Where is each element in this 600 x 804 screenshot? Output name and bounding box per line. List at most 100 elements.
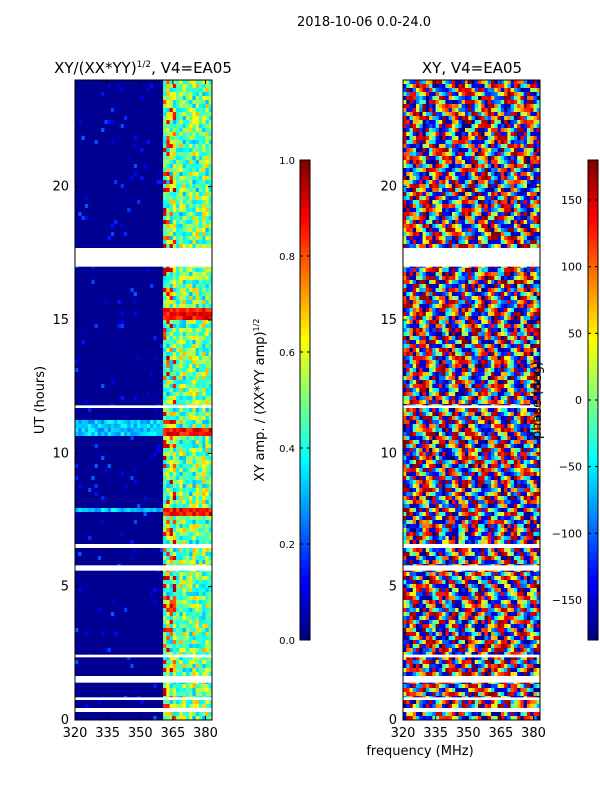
heatmap-cell xyxy=(208,292,213,297)
heatmap-cell xyxy=(78,292,82,297)
heatmap-cell xyxy=(179,440,184,445)
heatmap-cell xyxy=(146,116,151,121)
heatmap-cell xyxy=(146,276,151,281)
heatmap-cell xyxy=(146,440,151,445)
heatmap-cell xyxy=(123,224,128,229)
heatmap-cell xyxy=(195,96,200,101)
heatmap-cell xyxy=(114,268,118,273)
heatmap-cell xyxy=(163,420,167,425)
heatmap-cell xyxy=(130,300,135,305)
heatmap-cell xyxy=(169,112,174,117)
heatmap-cell xyxy=(101,320,105,325)
heatmap-cell xyxy=(88,328,92,333)
heatmap-cell xyxy=(159,112,164,117)
heatmap-cell xyxy=(192,324,197,329)
heatmap-cell xyxy=(179,432,184,437)
heatmap-cell xyxy=(153,364,157,369)
heatmap-cell xyxy=(88,164,92,169)
heatmap-cell xyxy=(192,152,197,157)
heatmap-cell xyxy=(156,104,161,109)
heatmap-cell xyxy=(205,180,210,185)
heatmap-cell xyxy=(120,308,125,313)
heatmap-cell xyxy=(146,452,151,457)
heatmap-cell xyxy=(91,388,95,393)
heatmap-cell xyxy=(185,416,190,421)
heatmap-cell xyxy=(104,136,109,141)
heatmap-cell xyxy=(110,512,115,517)
heatmap-cell xyxy=(176,236,180,241)
heatmap-cell xyxy=(81,432,86,437)
heatmap-cell xyxy=(159,328,164,333)
heatmap-cell xyxy=(166,428,170,433)
heatmap-cell xyxy=(136,224,141,229)
heatmap-cell xyxy=(172,460,177,465)
heatmap-cell xyxy=(75,540,79,545)
heatmap-cell xyxy=(91,296,95,301)
heatmap-cell xyxy=(88,528,92,533)
heatmap-cell xyxy=(140,152,144,157)
heatmap-cell xyxy=(163,436,167,441)
heatmap-cell xyxy=(189,388,193,393)
heatmap-cell xyxy=(208,536,213,541)
heatmap-cell xyxy=(153,316,157,321)
heatmap-cell xyxy=(198,152,203,157)
heatmap-cell xyxy=(88,152,92,157)
heatmap-cell xyxy=(205,436,210,441)
heatmap-cell xyxy=(117,336,122,341)
figure-suptitle: 2018-10-06 0.0-24.0 xyxy=(297,15,431,30)
heatmap-cell xyxy=(120,164,125,169)
heatmap-cell xyxy=(120,348,125,353)
heatmap-cell xyxy=(166,280,170,285)
heatmap-cell xyxy=(172,388,177,393)
heatmap-cell xyxy=(192,492,197,497)
heatmap-cell xyxy=(133,516,138,521)
heatmap-cell xyxy=(117,296,122,301)
heatmap-cell xyxy=(110,104,115,109)
heatmap-cell xyxy=(146,312,151,317)
heatmap-cell xyxy=(117,364,122,369)
heatmap-cell xyxy=(179,436,184,441)
heatmap-cell xyxy=(143,492,148,497)
heatmap-cell xyxy=(169,348,174,353)
heatmap-cell xyxy=(117,524,122,529)
heatmap-cell xyxy=(140,492,144,497)
heatmap-cell xyxy=(123,212,128,217)
heatmap-cell xyxy=(94,180,99,185)
heatmap-cell xyxy=(150,516,154,521)
heatmap-cell xyxy=(166,472,170,477)
heatmap-cell xyxy=(127,388,131,393)
heatmap-cell xyxy=(88,336,92,341)
heatmap-cell xyxy=(169,468,174,473)
heatmap-cell xyxy=(182,228,187,233)
heatmap-cell xyxy=(75,504,79,509)
heatmap-cell xyxy=(133,284,138,289)
heatmap-cell xyxy=(172,392,177,397)
heatmap-cell xyxy=(179,168,184,173)
heatmap-cell xyxy=(133,296,138,301)
heatmap-cell xyxy=(78,348,82,353)
heatmap-cell xyxy=(75,428,79,433)
heatmap-cell xyxy=(101,192,105,197)
heatmap-cell xyxy=(110,240,115,245)
heatmap-cell xyxy=(172,80,177,85)
heatmap-cell xyxy=(107,240,112,245)
heatmap-cell xyxy=(179,528,184,533)
heatmap-cell xyxy=(156,220,161,225)
heatmap-cell xyxy=(91,92,95,97)
heatmap-cell xyxy=(133,168,138,173)
heatmap-cell xyxy=(136,492,141,497)
heatmap-cell xyxy=(185,292,190,297)
heatmap-cell xyxy=(166,180,170,185)
heatmap-cell xyxy=(114,408,118,413)
heatmap-cell xyxy=(101,408,105,413)
heatmap-cell xyxy=(107,300,112,305)
heatmap-cell xyxy=(107,400,112,405)
heatmap-cell xyxy=(146,552,151,557)
heatmap-cell xyxy=(84,376,89,381)
heatmap-cell xyxy=(146,224,151,229)
heatmap-cell xyxy=(153,292,157,297)
heatmap-cell xyxy=(143,120,148,125)
heatmap-cell xyxy=(146,140,151,145)
heatmap-cell xyxy=(81,184,86,189)
heatmap-cell xyxy=(127,372,131,377)
